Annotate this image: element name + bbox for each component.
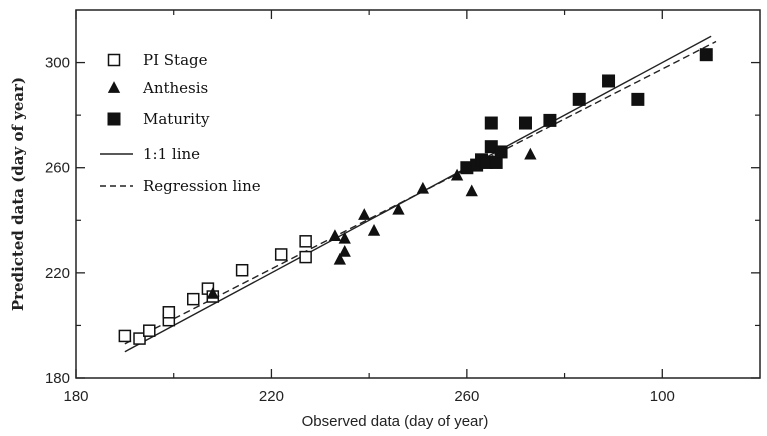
pi-stage-point — [187, 292, 200, 306]
x-tick-label: 220 — [259, 388, 284, 405]
maturity-point — [631, 92, 645, 106]
pi-stage-point — [143, 324, 156, 337]
anthesis-point — [328, 229, 342, 241]
anthesis-point — [338, 231, 351, 244]
legend-label: Regression line — [143, 177, 261, 195]
pi-stage-point — [299, 250, 312, 264]
y-tick-label: 300 — [45, 55, 70, 72]
plot-frame — [75, 9, 761, 379]
maturity-point — [484, 116, 498, 130]
y-axis-title: Predicted data (day of year) — [9, 77, 27, 311]
legend-marker — [107, 81, 121, 93]
anthesis-point — [450, 168, 464, 181]
maturity-point — [494, 145, 508, 159]
x-tick-label: 180 — [63, 388, 88, 405]
axis-ticks: 180 220 260 100 180 220 260 300 — [45, 10, 760, 405]
anthesis-point — [416, 181, 430, 194]
legend-marker — [107, 112, 121, 126]
pi-stage-point — [162, 306, 176, 319]
maturity-point — [602, 74, 616, 88]
maturity-point — [518, 116, 532, 130]
pi-stage-point — [274, 248, 288, 261]
anthesis-point — [333, 252, 346, 265]
data-points — [118, 48, 713, 345]
pi-stage-point — [118, 329, 132, 343]
anthesis-point — [206, 287, 219, 299]
anthesis-point — [392, 202, 405, 215]
pi-stage-point — [133, 332, 146, 345]
x-axis-title: Observed data (day of year) — [302, 413, 489, 430]
anthesis-point — [465, 184, 478, 197]
pi-stage-point — [235, 263, 249, 277]
legend-label: Anthesis — [142, 79, 208, 97]
legend-label: Maturity — [143, 110, 210, 128]
x-tick-label: 260 — [454, 388, 479, 405]
y-tick-label: 260 — [45, 160, 70, 177]
y-tick-label: 180 — [45, 370, 70, 387]
legend-label: 1:1 line — [143, 145, 200, 163]
legend-marker — [107, 53, 121, 67]
pi-stage-point — [299, 235, 312, 248]
maturity-point — [699, 48, 713, 62]
anthesis-point — [358, 208, 371, 220]
x-tick-label: 100 — [650, 388, 675, 405]
anthesis-point — [367, 223, 381, 236]
legend-label: PI Stage — [143, 51, 208, 69]
anthesis-point — [338, 244, 351, 257]
anthesis-point — [524, 147, 537, 160]
one-to-one-line — [124, 35, 712, 353]
y-tick-label: 220 — [45, 265, 70, 282]
maturity-point — [543, 113, 557, 127]
legend: PI Stage Anthesis Maturity 1:1 line Regressi… — [100, 51, 261, 195]
maturity-point — [572, 92, 586, 106]
